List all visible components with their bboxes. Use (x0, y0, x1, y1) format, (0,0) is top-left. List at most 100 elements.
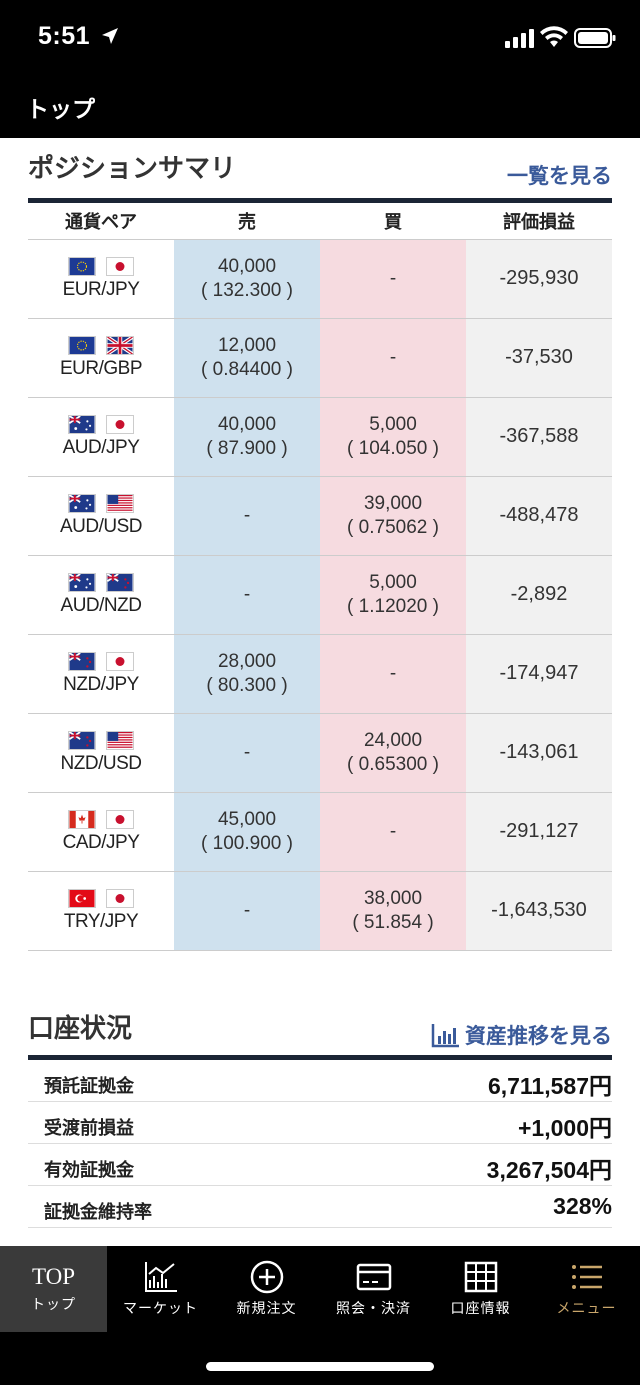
top-text-icon: TOP (31, 1264, 76, 1289)
asset-history-link[interactable]: 資産推移を見る (431, 1020, 612, 1050)
pair-cell: NZD/USD (28, 713, 174, 793)
tab-top[interactable]: TOP トップ (0, 1246, 107, 1332)
buy-amount: 5,000 (369, 413, 417, 435)
pair-flags (28, 335, 174, 355)
table-row[interactable]: EUR/JPY 40,000 ( 132.300 ) - -295,930 (28, 239, 612, 319)
buy-rate: ( 0.75062 ) (347, 516, 439, 538)
tab-bar: TOP トップ マーケット 新規注文 照会・決済 口座情報 (0, 1246, 640, 1385)
home-indicator[interactable] (206, 1362, 434, 1371)
column-header-pair: 通貨ペア (28, 204, 174, 240)
view-list-link[interactable]: 一覧を見る (507, 165, 612, 188)
sell-amount: - (243, 899, 251, 921)
account-row-label: 預託証拠金 (44, 1076, 134, 1096)
table-row[interactable]: AUD/JPY 40,000 ( 87.900 ) 5,000 ( 104.05… (28, 397, 612, 477)
tab-new-order[interactable]: 新規注文 (213, 1246, 320, 1332)
section-divider (28, 198, 612, 203)
nav-bar: トップ (0, 76, 640, 138)
sell-cell: 12,000 ( 0.84400 ) (174, 318, 320, 398)
table-row[interactable]: CAD/JPY 45,000 ( 100.900 ) - -291,127 (28, 792, 612, 872)
buy-amount: - (389, 267, 397, 289)
buy-rate: ( 104.050 ) (347, 437, 439, 459)
pl-cell: -367,588 (466, 397, 612, 477)
tab-label: 新規注文 (236, 1300, 297, 1316)
tab-menu[interactable]: メニュー (533, 1246, 640, 1332)
flag-jp-icon (106, 256, 134, 276)
buy-amount: - (389, 346, 397, 368)
pair-label: AUD/JPY (62, 436, 140, 458)
pl-cell: -174,947 (466, 634, 612, 714)
table-row[interactable]: AUD/USD - 39,000 ( 0.75062 ) -488,478 (28, 476, 612, 556)
flag-au-icon (68, 572, 96, 592)
flag-jp-icon (106, 414, 134, 434)
pair-cell: AUD/JPY (28, 397, 174, 477)
tab-label: 口座情報 (450, 1300, 511, 1316)
buy-amount: 38,000 (363, 887, 423, 909)
buy-cell: - (320, 239, 466, 319)
main-content[interactable]: ポジションサマリ 一覧を見る 通貨ペア 売 買 評価損益 EUR/JPY 40,… (0, 138, 640, 1246)
buy-cell: 5,000 ( 104.050 ) (320, 397, 466, 477)
flag-tr-icon (68, 888, 96, 908)
account-row-label: 有効証拠金 (44, 1160, 134, 1180)
table-header-row: 通貨ペア 売 買 評価損益 (28, 204, 612, 240)
pair-label: NZD/JPY (63, 673, 139, 695)
table-row[interactable]: TRY/JPY - 38,000 ( 51.854 ) -1,643,530 (28, 871, 612, 951)
pair-label: TRY/JPY (63, 910, 139, 932)
pair-label: AUD/USD (59, 515, 143, 537)
pair-cell: EUR/JPY (28, 239, 174, 319)
bar-chart-icon (431, 1024, 459, 1048)
sell-cell: 40,000 ( 87.900 ) (174, 397, 320, 477)
buy-cell: 38,000 ( 51.854 ) (320, 871, 466, 951)
account-row: 受渡前損益 +1,000円 (28, 1102, 612, 1144)
buy-amount: - (389, 820, 397, 842)
pl-cell: -37,530 (466, 318, 612, 398)
account-row: 預託証拠金 6,711,587円 (28, 1060, 612, 1102)
column-header-buy: 買 (320, 204, 466, 240)
battery-icon (574, 28, 616, 48)
tab-label: メニュー (556, 1300, 617, 1316)
account-row: 有効証拠金 3,267,504円 (28, 1144, 612, 1186)
table-row[interactable]: EUR/GBP 12,000 ( 0.84400 ) - -37,530 (28, 318, 612, 398)
pair-flags (28, 730, 174, 750)
grid-icon (464, 1261, 497, 1293)
card-icon (356, 1263, 391, 1291)
account-row-value: 3,267,504円 (486, 1157, 612, 1183)
buy-amount: 24,000 (363, 729, 423, 751)
flag-nz-icon (68, 651, 96, 671)
table-row[interactable]: NZD/USD - 24,000 ( 0.65300 ) -143,061 (28, 713, 612, 793)
buy-cell: 24,000 ( 0.65300 ) (320, 713, 466, 793)
pair-label: EUR/GBP (59, 357, 143, 379)
table-row[interactable]: AUD/NZD - 5,000 ( 1.12020 ) -2,892 (28, 555, 612, 635)
column-header-sell: 売 (174, 204, 320, 240)
buy-cell: - (320, 634, 466, 714)
page-title: トップ (26, 96, 95, 122)
sell-rate: ( 0.84400 ) (201, 358, 293, 380)
tab-account[interactable]: 口座情報 (427, 1246, 534, 1332)
pair-label: CAD/JPY (62, 831, 140, 853)
account-row-value: 6,711,587円 (487, 1073, 612, 1099)
flag-au-icon (68, 493, 96, 513)
buy-cell: 5,000 ( 1.12020 ) (320, 555, 466, 635)
plus-circle-icon (250, 1260, 283, 1294)
table-row[interactable]: NZD/JPY 28,000 ( 80.300 ) - -174,947 (28, 634, 612, 714)
buy-cell: - (320, 792, 466, 872)
tab-inquiry[interactable]: 照会・決済 (320, 1246, 427, 1332)
pair-flags (28, 572, 174, 592)
buy-amount: 39,000 (363, 492, 423, 514)
tab-market[interactable]: マーケット (107, 1246, 214, 1332)
column-header-pl: 評価損益 (466, 204, 612, 240)
buy-rate: ( 51.854 ) (352, 911, 434, 933)
sell-amount: 45,000 (217, 808, 277, 830)
pl-cell: -295,930 (466, 239, 612, 319)
flag-us-icon (106, 730, 134, 750)
pair-cell: TRY/JPY (28, 871, 174, 951)
section-divider (28, 1055, 612, 1060)
flag-ca-icon (68, 809, 96, 829)
account-row-label: 証拠金維持率 (44, 1202, 152, 1222)
pair-flags (28, 809, 174, 829)
sell-amount: 28,000 (217, 650, 277, 672)
account-row: 証拠金維持率 328% (28, 1186, 612, 1228)
position-summary-title: ポジションサマリ (28, 153, 237, 183)
position-table: 通貨ペア 売 買 評価損益 EUR/JPY 40,000 ( 132.300 )… (28, 204, 612, 951)
pair-label: AUD/NZD (60, 594, 142, 616)
sell-amount: - (243, 741, 251, 763)
